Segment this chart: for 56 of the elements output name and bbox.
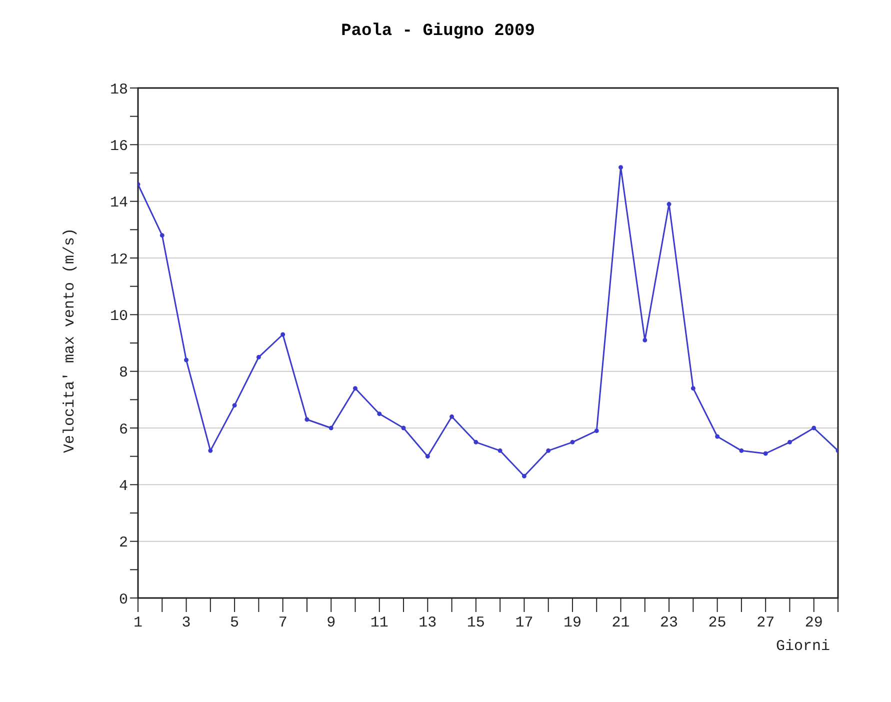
y-tick-label: 18 bbox=[110, 81, 128, 98]
point bbox=[474, 440, 478, 444]
x-tick-label: 23 bbox=[660, 614, 678, 632]
point bbox=[787, 440, 792, 444]
x-axis-title: Giorni bbox=[776, 638, 830, 655]
point bbox=[425, 454, 430, 459]
x-tick-label: 21 bbox=[612, 614, 630, 632]
point bbox=[304, 417, 310, 422]
y-tick-label: 0 bbox=[118, 591, 128, 608]
point bbox=[328, 426, 334, 430]
x-tick-label: 17 bbox=[515, 614, 534, 632]
x-tick-label: 25 bbox=[708, 614, 726, 632]
point bbox=[280, 332, 286, 337]
point bbox=[450, 414, 454, 419]
point bbox=[812, 426, 816, 430]
x-tick-label: 9 bbox=[326, 614, 336, 632]
y-tick-label: 14 bbox=[110, 194, 128, 212]
point bbox=[666, 202, 672, 206]
point bbox=[715, 434, 720, 439]
point bbox=[642, 338, 648, 342]
x-tick-label: 7 bbox=[278, 614, 288, 632]
point bbox=[570, 440, 575, 444]
point bbox=[160, 233, 164, 238]
x-tick-label: 19 bbox=[563, 614, 582, 632]
y-tick-label: 2 bbox=[118, 534, 128, 552]
point bbox=[256, 354, 261, 360]
point bbox=[763, 451, 768, 456]
x-tick-label: 1 bbox=[133, 614, 143, 632]
point bbox=[377, 412, 382, 416]
x-tick-label: 13 bbox=[418, 614, 437, 632]
point bbox=[184, 358, 189, 362]
x-tick-label: 5 bbox=[230, 614, 240, 632]
point bbox=[498, 448, 502, 453]
y-tick-label: 16 bbox=[110, 138, 128, 155]
y-axis-title: Velocita' max vento (m/s) bbox=[61, 228, 78, 453]
y-tick-label: 10 bbox=[110, 308, 128, 325]
y-tick-label: 12 bbox=[110, 251, 128, 268]
point bbox=[232, 403, 237, 408]
x-tick-label: 29 bbox=[804, 614, 823, 632]
point bbox=[401, 426, 406, 430]
point bbox=[690, 386, 696, 391]
y-tick-label: 4 bbox=[118, 478, 128, 495]
point bbox=[352, 386, 358, 391]
point bbox=[522, 474, 526, 478]
x-tick-label: 27 bbox=[756, 614, 775, 632]
y-tick-label: 6 bbox=[118, 421, 128, 438]
point bbox=[546, 448, 551, 453]
point bbox=[739, 448, 744, 453]
x-tick-label: 11 bbox=[370, 614, 388, 632]
x-tick-label: 15 bbox=[466, 614, 485, 632]
y-tick-label: 8 bbox=[118, 364, 128, 382]
point bbox=[208, 448, 213, 453]
chart-title: Paola - Giugno 2009 bbox=[340, 22, 536, 41]
x-tick-label: 3 bbox=[182, 614, 191, 632]
point bbox=[618, 165, 624, 170]
point bbox=[594, 428, 599, 434]
